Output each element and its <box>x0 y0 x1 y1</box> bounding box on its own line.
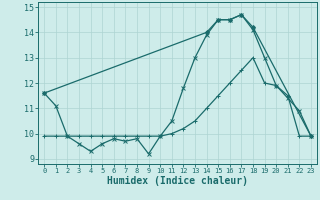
X-axis label: Humidex (Indice chaleur): Humidex (Indice chaleur) <box>107 176 248 186</box>
